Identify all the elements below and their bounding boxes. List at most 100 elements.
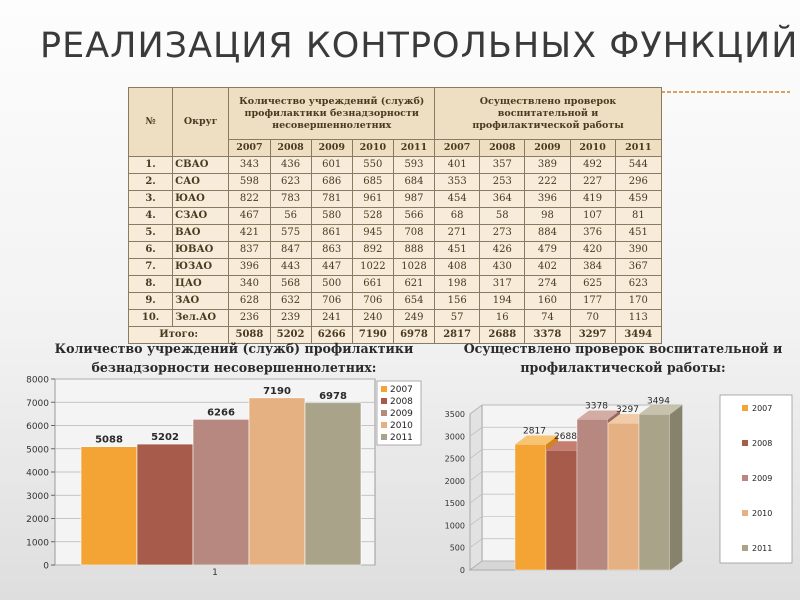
- data-table: № Округ Количество учреждений (служб) пр…: [127, 87, 663, 344]
- cell-institutions: 239: [269, 309, 312, 327]
- year-header-inspections-2011: 2011: [614, 139, 663, 157]
- year-header-institutions-2011: 2011: [392, 139, 436, 157]
- cell-inspections: 376: [569, 224, 616, 242]
- legend-label-2008: 2008: [752, 439, 772, 448]
- legend-label-2007: 2007: [752, 404, 772, 413]
- cell-institutions: 1028: [392, 258, 436, 276]
- legend-label-2007: 2007: [390, 385, 413, 395]
- cell-inspections: 81: [614, 207, 663, 225]
- cell-institutions: 1022: [351, 258, 394, 276]
- row-number: 9.: [127, 292, 174, 310]
- cell-inspections: 367: [614, 258, 663, 276]
- cell-institutions: 601: [310, 156, 353, 174]
- cell-inspections: 364: [479, 190, 526, 208]
- cell-institutions: 961: [351, 190, 394, 208]
- year-header-institutions-2007: 2007: [228, 139, 271, 157]
- bar-top-2007: [515, 435, 558, 445]
- row-okrug: ЮАО: [172, 190, 230, 208]
- total-inspections: 3494: [614, 326, 663, 344]
- y-tick-label: 3000: [26, 492, 49, 502]
- data-label-2008: 5202: [151, 432, 179, 443]
- cell-inspections: 98: [524, 207, 571, 225]
- legend-label-2010: 2010: [752, 509, 772, 518]
- cell-institutions: 528: [351, 207, 394, 225]
- year-header-institutions-2009: 2009: [310, 139, 353, 157]
- cell-inspections: 107: [569, 207, 616, 225]
- side-wall: [469, 404, 483, 571]
- row-okrug: ЗАО: [172, 292, 230, 310]
- cell-inspections: 58: [479, 207, 526, 225]
- cell-inspections: 459: [614, 190, 663, 208]
- cell-inspections: 274: [524, 275, 571, 293]
- cell-institutions: 863: [310, 241, 353, 259]
- row-okrug: ЮВАО: [172, 241, 230, 259]
- row-okrug: ЦАО: [172, 275, 230, 293]
- y-tick-label: 5000: [26, 445, 49, 455]
- total-institutions: 6978: [392, 326, 436, 344]
- bar-top-2011: [639, 405, 682, 415]
- cell-inspections: 227: [569, 173, 616, 191]
- cell-inspections: 317: [479, 275, 526, 293]
- cell-institutions: 706: [351, 292, 394, 310]
- cell-inspections: 357: [479, 156, 526, 174]
- cell-inspections: 16: [479, 309, 526, 327]
- legend-box: [719, 394, 793, 564]
- total-inspections: 3378: [524, 326, 571, 344]
- cell-institutions: 593: [392, 156, 436, 174]
- legend-label-2010: 2010: [390, 421, 413, 431]
- table-row: 9. ЗАО 628 632 706 706 654 156 194 160 177 170: [127, 292, 663, 310]
- year-header-institutions-2008: 2008: [269, 139, 312, 157]
- header-group-institutions: Количество учреждений (служб) профилакти…: [228, 87, 436, 140]
- legend-swatch-2010: [381, 422, 387, 428]
- cell-inspections: 253: [479, 173, 526, 191]
- cell-inspections: 623: [614, 275, 663, 293]
- cell-inspections: 177: [569, 292, 616, 310]
- cell-institutions: 421: [228, 224, 271, 242]
- cell-institutions: 343: [228, 156, 271, 174]
- legend-label-2009: 2009: [390, 409, 413, 419]
- bar-2010: [607, 422, 640, 571]
- cell-institutions: 847: [269, 241, 312, 259]
- cell-institutions: 249: [392, 309, 436, 327]
- cell-institutions: 861: [310, 224, 353, 242]
- cell-inspections: 389: [524, 156, 571, 174]
- cell-inspections: 194: [479, 292, 526, 310]
- y-tick-label: 0: [460, 566, 465, 575]
- cell-institutions: 396: [228, 258, 271, 276]
- cell-institutions: 945: [351, 224, 394, 242]
- legend-label-2008: 2008: [390, 397, 413, 407]
- table-body: 1. СВАО 343 436 601 550 593 401 357 389 492 544 2. СА…: [127, 156, 663, 344]
- cell-inspections: 70: [569, 309, 616, 327]
- cell-inspections: 57: [434, 309, 481, 327]
- legend-swatch-2008: [381, 398, 387, 404]
- cell-institutions: 467: [228, 207, 271, 225]
- y-tick-label: 2000: [445, 477, 465, 486]
- bar-2011: [638, 414, 671, 571]
- y-tick-label: 3000: [445, 432, 465, 441]
- data-label-2007: 5088: [95, 435, 123, 446]
- total-inspections: 2817: [434, 326, 481, 344]
- chart-institutions: 0 1000 2000 3000 4000 5000 6000 7000 8000 5088 520…: [26, 376, 422, 578]
- cell-institutions: 654: [392, 292, 436, 310]
- cell-inspections: 198: [434, 275, 481, 293]
- cell-inspections: 401: [434, 156, 481, 174]
- cell-institutions: 684: [392, 173, 436, 191]
- cell-institutions: 447: [310, 258, 353, 276]
- cell-institutions: 987: [392, 190, 436, 208]
- cell-inspections: 384: [569, 258, 616, 276]
- row-number: 1.: [127, 156, 174, 174]
- legend-swatch-2010: [742, 510, 748, 516]
- legend-label-2011: 2011: [390, 433, 413, 443]
- cell-inspections: 479: [524, 241, 571, 259]
- data-label-2008: 2688: [554, 432, 577, 442]
- total-label: Итого:: [127, 326, 230, 344]
- cell-institutions: 822: [228, 190, 271, 208]
- cell-institutions: 241: [310, 309, 353, 327]
- row-number: 2.: [127, 173, 174, 191]
- legend-swatch-2007: [742, 405, 748, 411]
- year-header-inspections-2009: 2009: [524, 139, 571, 157]
- bar-2010: [248, 397, 306, 566]
- y-tick-label: 7000: [26, 399, 49, 409]
- y-tick-label: 500: [450, 544, 465, 553]
- cell-institutions: 500: [310, 275, 353, 293]
